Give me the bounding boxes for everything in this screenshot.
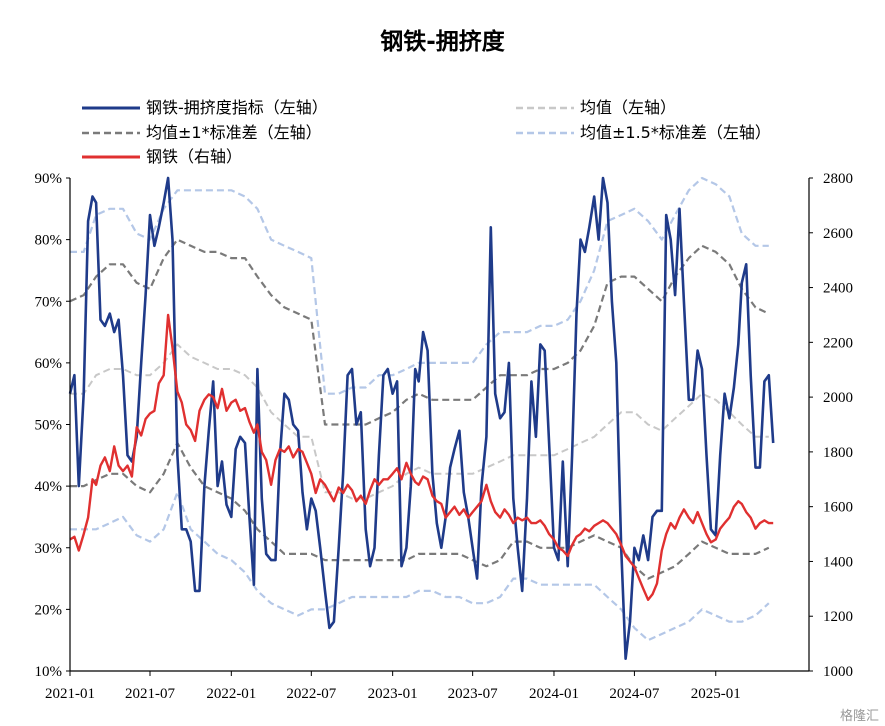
right-tick-label: 2400 (823, 281, 853, 297)
series-line-std15-lower (70, 491, 770, 642)
series-line-std1-upper (69, 238, 770, 426)
left-tick-label: 70% (35, 294, 63, 310)
right-tick-label: 2800 (823, 171, 853, 187)
x-tick-label: 2022-07 (286, 686, 336, 702)
x-tick-label: 2023-01 (368, 686, 418, 702)
left-tick-label: 80% (35, 233, 63, 249)
legend-swatch-mean (516, 106, 574, 110)
axes-layer: 10% 20% 30% 40% 50% 60% 70% 80% 90% 1000 1200 1400 1… (35, 171, 854, 702)
legend-label-std1: 均值±1*标准差（左轴） (146, 123, 322, 142)
x-tick-label: 2021-01 (45, 686, 95, 702)
legend-swatch-std15 (516, 131, 574, 135)
legend-swatch-std1 (82, 131, 140, 135)
series-line-crowding-index (68, 176, 775, 660)
series-line-std1-lower (70, 441, 770, 580)
right-tick-label: 1600 (823, 500, 853, 516)
right-tick-label: 2000 (823, 390, 853, 406)
x-tick-label: 2021-07 (125, 686, 175, 702)
left-tick-label: 60% (35, 356, 63, 372)
right-tick-label: 2200 (823, 335, 853, 351)
legend-label-mean: 均值（左轴） (580, 98, 677, 117)
right-tick-label: 2600 (823, 226, 853, 242)
legend-label-steel: 钢铁（右轴） (146, 147, 243, 166)
chart-title: 钢铁-拥挤度 (380, 29, 505, 55)
left-tick-label: 10% (35, 664, 63, 680)
legend-swatch-steel (82, 155, 140, 159)
left-tick-label: 20% (35, 602, 63, 618)
series-layer (68, 176, 775, 660)
right-tick-label: 1800 (823, 445, 853, 461)
right-tick-label: 1000 (823, 664, 853, 680)
series-line-mean (70, 343, 769, 500)
series-line-steel (69, 313, 774, 601)
left-tick-label: 50% (35, 418, 63, 434)
x-tick-label: 2024-01 (529, 686, 579, 702)
x-tick-label: 2023-07 (448, 686, 498, 702)
left-tick-label: 90% (35, 171, 63, 187)
legend-label-std15: 均值±1.5*标准差（左轴） (580, 123, 771, 142)
series-line-std15-upper (70, 176, 769, 395)
left-tick-label: 30% (35, 541, 63, 557)
right-tick-label: 1200 (823, 609, 853, 625)
legend-label-index: 钢铁-拥挤度指标（左轴） (146, 98, 328, 117)
watermark: 格隆汇 (839, 709, 879, 724)
right-tick-label: 1400 (823, 554, 853, 570)
x-tick-label: 2022-01 (206, 686, 256, 702)
legend-swatch-index (82, 106, 140, 110)
left-tick-label: 40% (35, 479, 63, 495)
x-tick-label: 2025-01 (691, 686, 741, 702)
x-tick-label: 2024-07 (609, 686, 659, 702)
